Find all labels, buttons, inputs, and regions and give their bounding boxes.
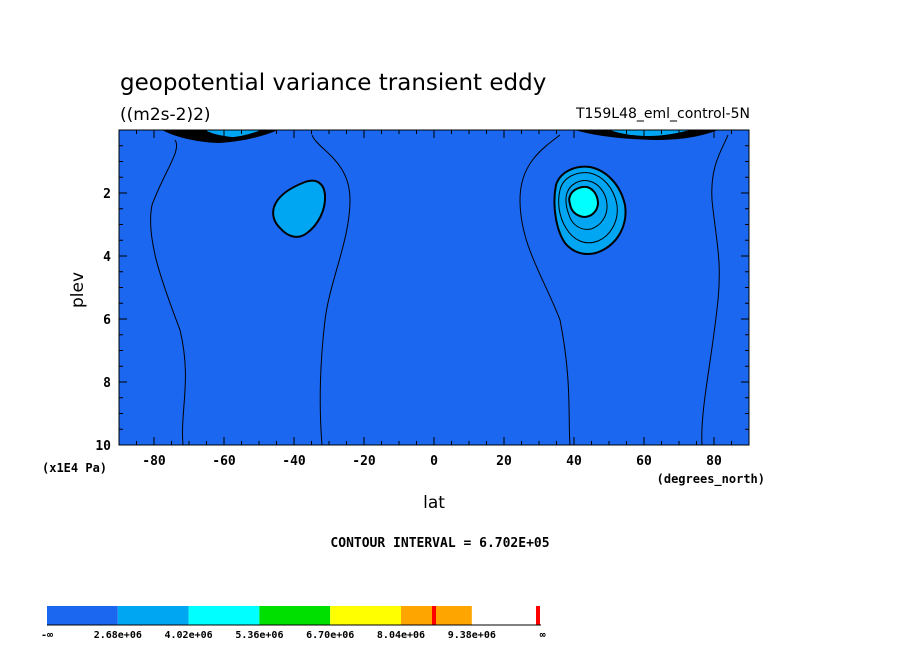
chart-title: geopotential variance transient eddy xyxy=(120,70,546,96)
colorbar-label: -∞ xyxy=(41,630,53,641)
x-tick-label: 40 xyxy=(566,454,582,469)
x-tick-label: -60 xyxy=(212,454,236,469)
y-tick-label: 2 xyxy=(103,187,111,202)
colorbar-label: ∞ xyxy=(540,630,546,641)
colorbar-label: 8.04e+06 xyxy=(377,630,425,641)
colorbar-swatch xyxy=(117,606,189,625)
colorbar-swatch xyxy=(330,606,401,625)
x-axis-units: (degrees_north) xyxy=(657,472,765,487)
x-tick-label: 80 xyxy=(706,454,722,469)
y-tick-label: 10 xyxy=(95,439,111,454)
sh-max-contour xyxy=(272,179,327,238)
colorbar-label: 9.38e+06 xyxy=(448,630,496,641)
contour-line xyxy=(701,134,729,445)
plot-area xyxy=(119,130,749,445)
y-axis-label: plev xyxy=(68,272,88,308)
top-contours-sh-inner xyxy=(205,130,262,137)
x-tick-label: 0 xyxy=(430,454,438,469)
field-background xyxy=(119,130,749,445)
nh-max-contour-mid xyxy=(558,172,618,244)
contour-line xyxy=(311,134,351,445)
colorbar-swatch xyxy=(536,606,540,625)
contour-line xyxy=(519,134,571,445)
x-tick-label: -20 xyxy=(352,454,376,469)
y-tick-label: 6 xyxy=(103,313,111,328)
x-tick-label: 20 xyxy=(496,454,512,469)
y-axis: 2 4 6 8 10 xyxy=(95,145,749,454)
chart-units: ((m2s-2)2) xyxy=(120,105,211,125)
colorbar-swatch xyxy=(466,606,470,625)
colorbar-swatch xyxy=(432,606,436,625)
y-tick-label: 4 xyxy=(103,250,111,265)
nh-max-core xyxy=(568,185,600,219)
colorbar-swatch xyxy=(259,606,331,625)
chart-dataset: T159L48_eml_control-5N xyxy=(575,106,750,122)
x-tick-label: -80 xyxy=(142,454,166,469)
y-axis-units: (x1E4 Pa) xyxy=(42,461,107,475)
nh-max-contour-inner xyxy=(565,180,608,230)
colorbar: -∞ 2.68e+06 4.02e+06 5.36e+06 6.70e+06 8.04e+… xyxy=(41,606,546,641)
x-tick-label: 60 xyxy=(636,454,652,469)
x-tick-label: -40 xyxy=(282,454,306,469)
colorbar-label: 6.70e+06 xyxy=(306,630,354,641)
colorbar-swatch xyxy=(401,606,472,625)
colorbar-swatch xyxy=(47,606,118,625)
x-axis-label: lat xyxy=(423,493,445,513)
contour-interval: CONTOUR INTERVAL = 6.702E+05 xyxy=(330,536,549,551)
colorbar-label: 4.02e+06 xyxy=(165,630,213,641)
x-axis: -80 -60 -40 -20 0 20 40 60 80 xyxy=(118,130,750,469)
colorbar-swatch xyxy=(188,606,260,625)
top-contours-nh-inner xyxy=(610,130,690,136)
colorbar-label: 5.36e+06 xyxy=(235,630,283,641)
colorbar-label: 2.68e+06 xyxy=(94,630,142,641)
y-tick-label: 8 xyxy=(103,376,111,391)
contour-line xyxy=(150,139,186,445)
